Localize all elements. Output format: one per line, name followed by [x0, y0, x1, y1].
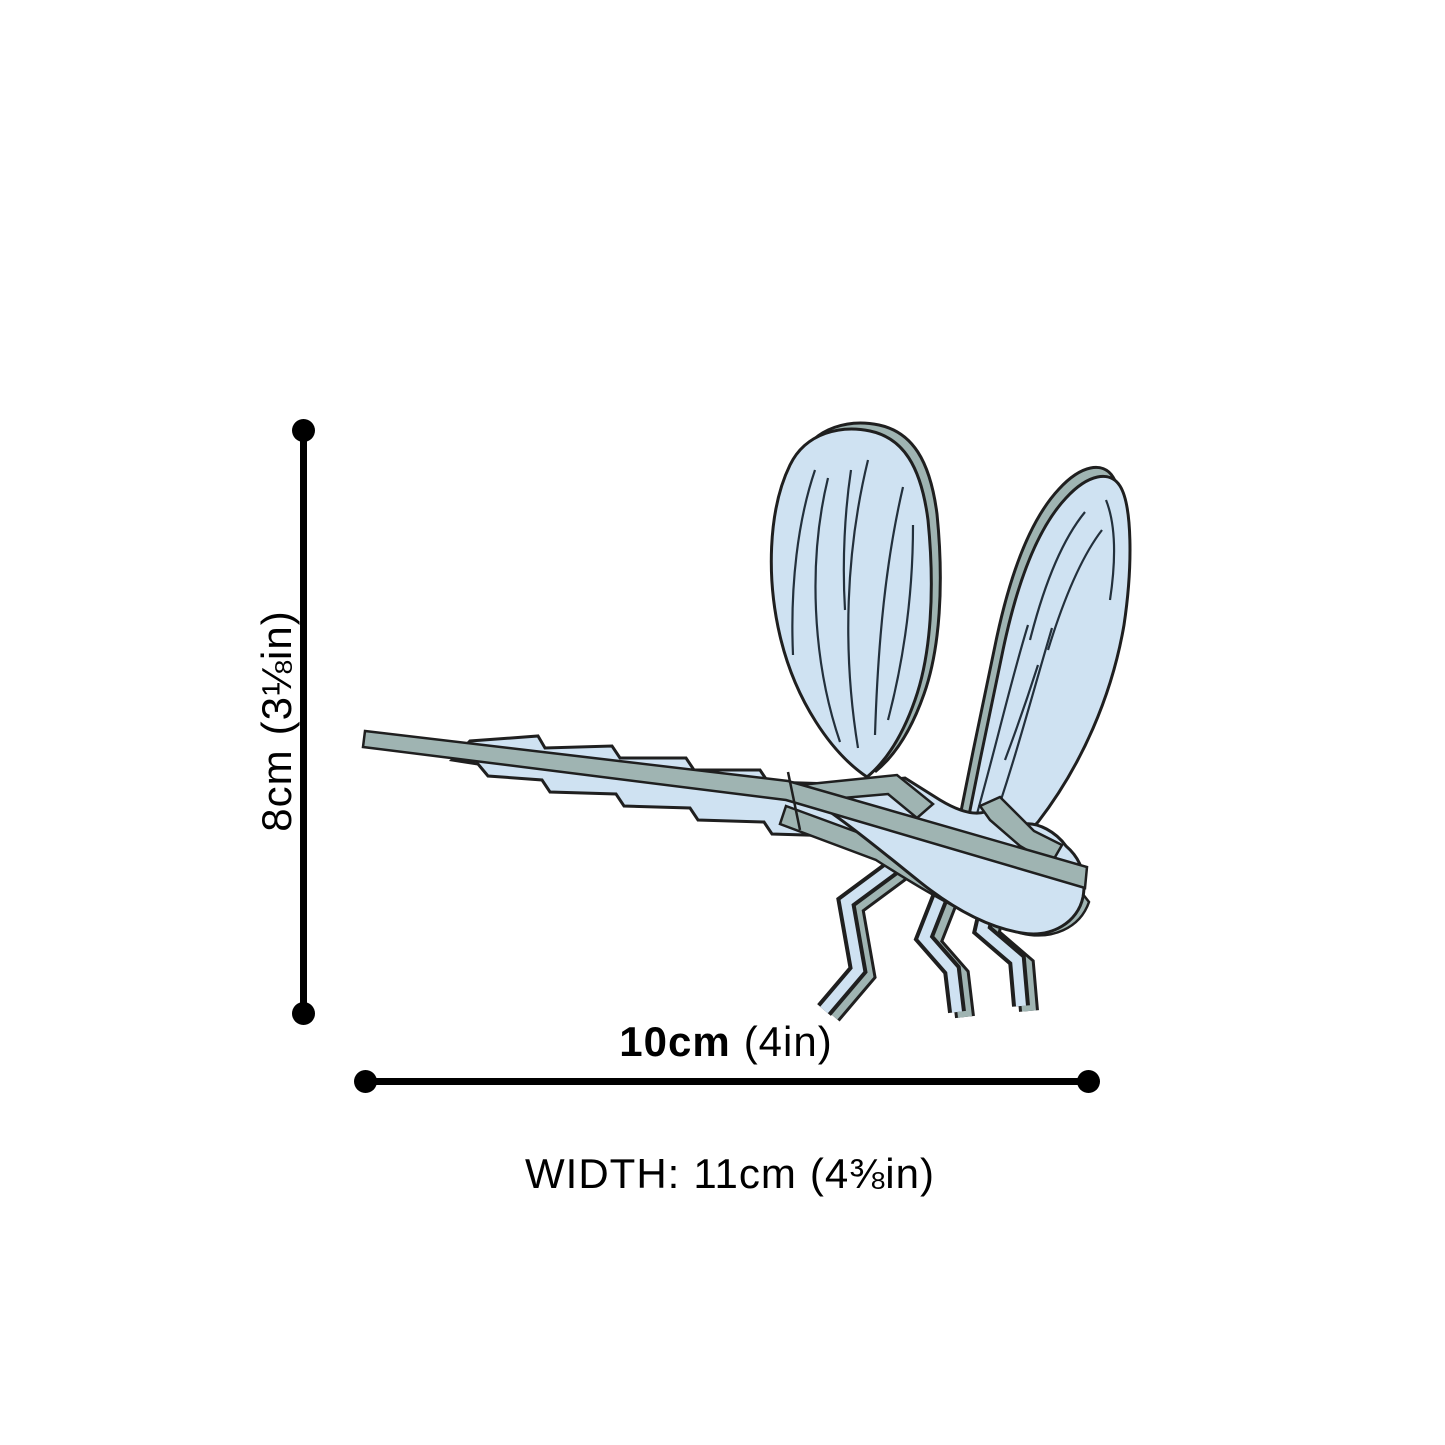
height-dimension-line [300, 430, 307, 1013]
length-metric-value: 10cm [619, 1018, 731, 1065]
legs [817, 854, 1039, 1022]
width-metric-value: 11cm [693, 1150, 797, 1197]
width-dimension-label: WIDTH: 11cm (4⅜in) [365, 1150, 1095, 1198]
length-imperial-value: (4in) [743, 1018, 833, 1065]
hind-wing [949, 465, 1132, 872]
front-wing [769, 421, 942, 779]
dimension-endpoint-dot [1077, 1070, 1100, 1093]
height-imperial-value: (3⅛in) [253, 610, 300, 736]
height-dimension-label: 8cm (3⅛in) [253, 421, 301, 1021]
body-seam [786, 771, 802, 831]
dimension-endpoint-dot [292, 1002, 315, 1025]
dimension-endpoint-dot [292, 419, 315, 442]
length-dimension-line [365, 1078, 1088, 1085]
height-metric-value: 8cm [253, 749, 300, 832]
tail-stick [361, 729, 1089, 890]
front-wing-veins [791, 459, 915, 749]
width-label-prefix: WIDTH: [525, 1150, 681, 1197]
dimension-endpoint-dot [354, 1070, 377, 1093]
length-dimension-label: 10cm (4in) [363, 1018, 1089, 1066]
wing-base-band-right [978, 795, 1064, 866]
width-imperial-value: (4⅜in) [809, 1150, 935, 1197]
